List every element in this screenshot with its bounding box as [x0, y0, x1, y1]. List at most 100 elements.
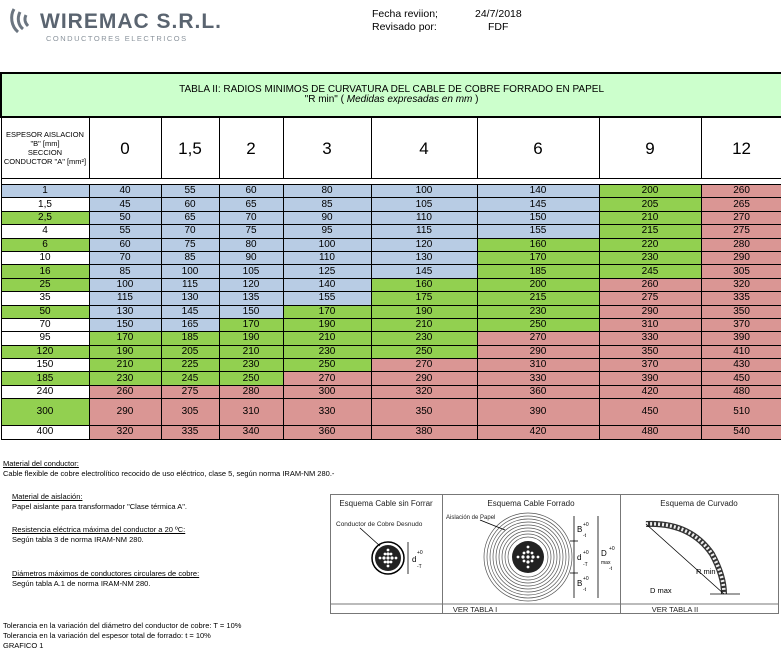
radius-cell: 150: [218, 304, 284, 319]
radius-cell: 160: [370, 277, 478, 293]
radius-cell: 360: [282, 425, 372, 440]
radius-cell: 145: [160, 304, 220, 319]
radius-cell: 205: [160, 344, 220, 360]
section-cell: 400: [0, 425, 90, 440]
radius-cell: 110: [282, 250, 372, 266]
radius-cell: 330: [598, 331, 702, 346]
radius-cell: 40: [88, 183, 162, 199]
radius-cell: 275: [160, 384, 220, 400]
notes-insulation: Material de aislación: Papel aislante pa…: [12, 492, 187, 512]
corner-label: ESPESOR AISLACION "B" [mm] SECCION CONDUCTO…: [0, 116, 90, 179]
section-cell: 16: [0, 264, 90, 279]
covered-conductor-icon: B +0 -t d +0 -T B +0 -t D max +0 -t: [479, 512, 615, 602]
radius-cell: 270: [476, 331, 600, 346]
radius-cell: 310: [476, 358, 600, 373]
material-title: Material del conductor:: [3, 459, 79, 468]
table-row: 50 130 145 150 170 190 230 290 350: [0, 304, 781, 319]
section-cell: 25: [0, 277, 90, 293]
radius-cell: 190: [282, 317, 372, 333]
radius-cell: 60: [218, 183, 284, 199]
table-title: TABLA II: RADIOS MINIMOS DE CURVATURA DE…: [0, 72, 781, 118]
section-cell: 185: [0, 371, 90, 386]
radius-cell: 160: [476, 237, 600, 252]
radius-cell: 190: [88, 344, 162, 360]
box2-label: Aislación de Papel: [446, 515, 495, 521]
wiremac-logo-icon: [10, 8, 30, 34]
grafico-label: GRAFICO 1: [3, 641, 44, 650]
table-row: 25 100 115 120 140 160 200 260 320: [0, 277, 781, 293]
radius-cell: 260: [700, 183, 781, 199]
radius-cell: 155: [282, 291, 372, 306]
table-row: 4 55 70 75 95 115 155 215 275: [0, 224, 781, 239]
tol-pos-5: +0: [609, 546, 615, 552]
radius-cell: 290: [598, 304, 702, 319]
radius-cell: 220: [598, 237, 702, 252]
radius-cell: 200: [598, 183, 702, 199]
radius-cell: 210: [598, 210, 702, 226]
radius-cell: 125: [282, 264, 372, 279]
column-header: 0: [88, 116, 162, 179]
box1-title: Esquema Cable sin Forrar: [339, 499, 433, 508]
dim-b-top: B: [577, 525, 582, 534]
section-cell: 95: [0, 331, 90, 346]
title-part-a: "R min" (: [304, 94, 347, 105]
diameters-text: Según tabla A.1 de norma IRAM-NM 280.: [12, 579, 151, 588]
radius-cell: 115: [370, 224, 478, 239]
section-cell: 120: [0, 344, 90, 360]
radius-cell: 115: [88, 291, 162, 306]
radius-cell: 280: [700, 237, 781, 252]
radius-cell: 70: [160, 224, 220, 239]
section-cell: 240: [0, 384, 90, 400]
dim-dmax-b: max: [601, 560, 611, 566]
radius-cell: 270: [370, 358, 478, 373]
radius-cell: 275: [598, 291, 702, 306]
section-cell: 35: [0, 291, 90, 306]
radius-cell: 330: [282, 398, 372, 427]
radius-cell: 370: [700, 317, 781, 333]
radius-cell: 275: [700, 224, 781, 239]
radius-cell: 85: [282, 197, 372, 212]
radius-cell: 450: [700, 371, 781, 386]
radius-cell: 380: [370, 425, 478, 440]
radius-cell: 215: [598, 224, 702, 239]
radius-cell: 90: [218, 250, 284, 266]
radius-cell: 350: [700, 304, 781, 319]
radius-cell: 250: [282, 358, 372, 373]
d-max-label: D max: [650, 586, 672, 595]
section-cell: 1,5: [0, 197, 90, 212]
resistance-title: Resistencia eléctrica máxima del conduct…: [12, 525, 186, 534]
radius-cell: 210: [88, 358, 162, 373]
tol-pos-3: +0: [583, 550, 589, 556]
radius-cell: 170: [282, 304, 372, 319]
radius-cell: 410: [700, 344, 781, 360]
revision-date: 24/7/2018: [475, 8, 522, 20]
radius-cell: 190: [218, 331, 284, 346]
radius-cell: 90: [282, 210, 372, 226]
radius-cell: 115: [160, 277, 220, 293]
radius-cell: 130: [160, 291, 220, 306]
radius-cell: 250: [476, 317, 600, 333]
radius-cell: 140: [282, 277, 372, 293]
radius-cell: 270: [700, 210, 781, 226]
radius-cell: 165: [160, 317, 220, 333]
radius-cell: 120: [370, 237, 478, 252]
box3-title: Esquema de Curvado: [660, 499, 738, 508]
radius-cell: 70: [218, 210, 284, 226]
tol-neg-4: -t: [583, 587, 587, 593]
column-header: 2: [218, 116, 284, 179]
table-row: 70 150 165 170 190 210 250 310 370: [0, 317, 781, 333]
radius-cell: 65: [160, 210, 220, 226]
radius-cell: 320: [88, 425, 162, 440]
radius-cell: 60: [88, 237, 162, 252]
table-row: 6 60 75 80 100 120 160 220 280: [0, 237, 781, 252]
radius-cell: 100: [370, 183, 478, 199]
radius-cell: 210: [370, 317, 478, 333]
notes-tolerances: Tolerancia en la variación del diámetro …: [3, 621, 241, 651]
dim-b-bottom: B: [577, 579, 582, 588]
resistance-text: Según tabla 3 de norma IRAM-NM 280.: [12, 535, 144, 544]
tolerance-diameter: Tolerancia en la variación del diámetro …: [3, 621, 242, 630]
radius-cell: 335: [700, 291, 781, 306]
notes-material: Material del conductor: Cable flexible d…: [3, 459, 334, 479]
radius-cell: 290: [88, 398, 162, 427]
radius-cell: 230: [88, 371, 162, 386]
